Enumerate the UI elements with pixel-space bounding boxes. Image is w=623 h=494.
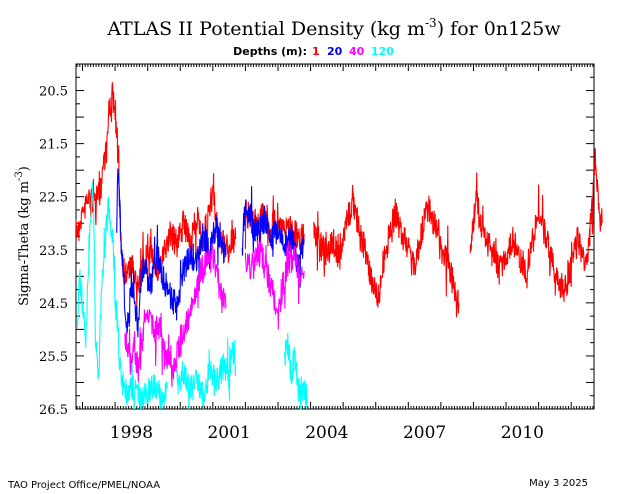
footer-credit: TAO Project Office/PMEL/NOAA: [7, 480, 160, 491]
series-line: [124, 243, 227, 387]
axis-ticks: [76, 63, 594, 410]
y-tick-label: 23.5: [39, 244, 68, 259]
y-tick-label: 20.5: [39, 85, 68, 100]
x-tick-label: 2001: [207, 423, 250, 443]
series-line: [176, 337, 237, 410]
y-tick-label: 22.5: [39, 191, 68, 206]
x-tick-label: 2010: [501, 423, 544, 443]
series-line: [313, 184, 460, 318]
chart-title-exp: -3: [425, 16, 437, 30]
series-line: [469, 148, 603, 302]
y-axis-label-main: Sigma-Theta (kg m: [17, 181, 32, 306]
series-line: [75, 81, 237, 307]
legend-item: 20: [327, 45, 343, 58]
series-line: [116, 168, 227, 338]
legend-label: Depths (m):: [233, 45, 307, 58]
series-120: [77, 181, 308, 410]
x-tick-label: 2004: [305, 423, 348, 443]
y-axis-label-exp: -3: [14, 171, 25, 181]
x-tick-labels: 1998 2001 2004 2007 2010: [110, 423, 544, 443]
y-tick-label: 24.5: [39, 297, 68, 312]
legend-item: 120: [371, 45, 394, 58]
plot-frame: [75, 63, 595, 410]
series-1: [75, 81, 603, 318]
series-layer: [75, 81, 603, 410]
series-line: [283, 332, 308, 410]
y-tick-label: 25.5: [39, 350, 68, 365]
series-40: [124, 239, 305, 387]
series-line: [77, 181, 168, 410]
chart-title-tail: ) for 0n125w: [437, 18, 562, 40]
legend-items: 1 20 40 120: [312, 45, 394, 58]
x-tick-label: 2007: [403, 423, 446, 443]
y-tick-label: 21.5: [39, 138, 68, 153]
x-tick-label: 1998: [110, 423, 153, 443]
chart-title: ATLAS II Potential Density (kg m-3) for …: [106, 16, 561, 40]
y-axis-label: Sigma-Theta (kg m-3): [14, 166, 32, 306]
chart-title-main: ATLAS II Potential Density (kg m: [106, 18, 425, 40]
legend: Depths (m): 1 20 40 120: [233, 45, 394, 58]
legend-item: 40: [349, 45, 365, 58]
footer-date: May 3 2025: [529, 478, 588, 489]
y-tick-labels: 20.5 21.5 22.5 23.5 24.5 25.5 26.5: [39, 85, 68, 418]
legend-item: 1: [312, 45, 320, 58]
y-tick-label: 26.5: [39, 403, 68, 418]
series-line: [244, 239, 305, 330]
y-axis-label-tail: ): [17, 166, 32, 171]
